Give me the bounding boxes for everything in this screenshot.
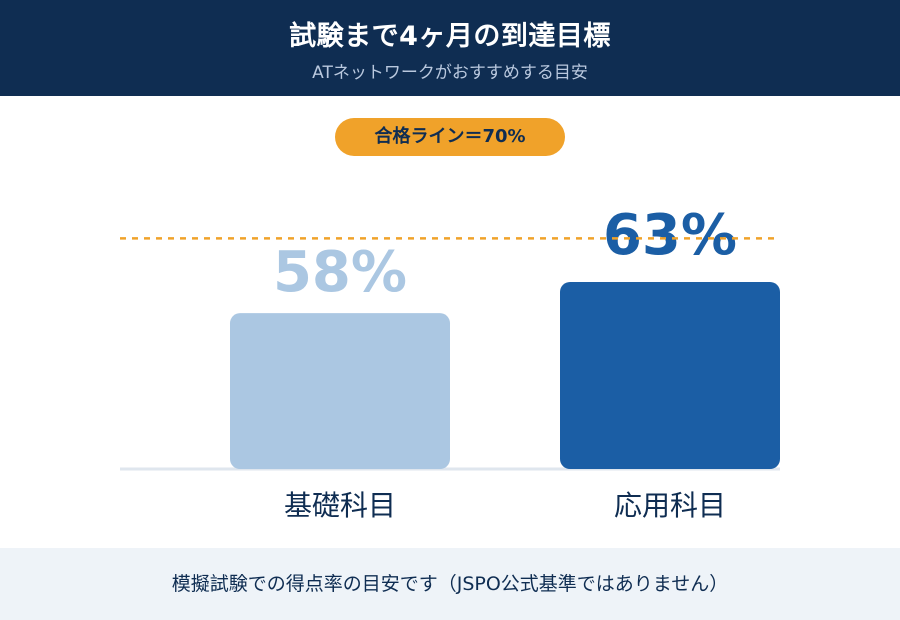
footnote: 模擬試験での得点率の目安です（JSPO公式基準ではありません） bbox=[0, 548, 900, 620]
chart-header: 試験まで4ヶ月の到達目標 ATネットワークがおすすめする目安 bbox=[0, 0, 900, 96]
bar-2 bbox=[560, 282, 780, 469]
bar-value-label: 58% bbox=[273, 240, 407, 305]
bar-1 bbox=[230, 313, 450, 469]
chart-subtitle: ATネットワークがおすすめする目安 bbox=[312, 63, 588, 83]
category-label: 基礎科目 bbox=[284, 489, 396, 522]
category-label: 応用科目 bbox=[614, 489, 726, 522]
chart-title: 試験まで4ヶ月の到達目標 bbox=[289, 21, 611, 52]
bar-value-label: 63% bbox=[603, 203, 737, 268]
pass-line-badge: 合格ライン＝70% bbox=[335, 118, 565, 156]
bars-layer: 58% 基礎科目 63% 応用科目 bbox=[230, 203, 780, 522]
